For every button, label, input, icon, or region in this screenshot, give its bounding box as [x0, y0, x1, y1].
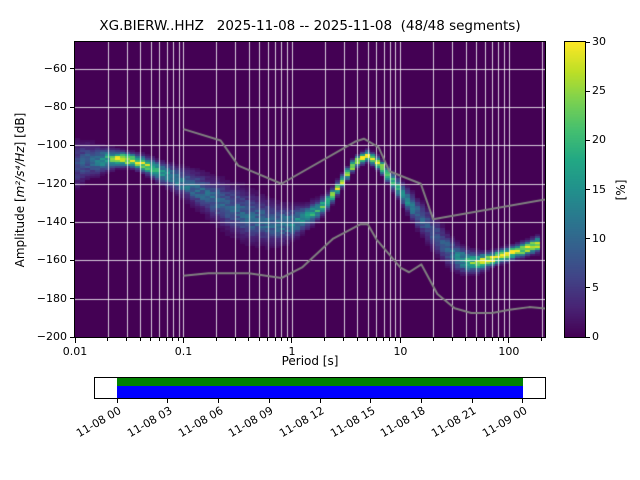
x-axis-label: Period [s]: [281, 354, 339, 368]
coverage-data-bar: [117, 386, 523, 398]
x-tick-label: 10: [393, 345, 408, 358]
colorbar-tick-mark: [586, 238, 590, 240]
x-tick-label: 100: [498, 345, 520, 358]
x-minor-tick-mark: [172, 338, 174, 341]
date-tick-mark: [522, 399, 524, 403]
x-minor-tick-mark: [394, 338, 396, 341]
x-tick-mark: [182, 338, 184, 343]
x-minor-tick-mark: [541, 338, 543, 341]
colorbar-tick-mark: [586, 336, 590, 338]
colorbar-tick-label: 15: [592, 182, 606, 196]
date-tick-mark: [420, 399, 422, 403]
x-minor-tick-mark: [484, 338, 486, 341]
y-tick-label: −100: [36, 138, 67, 152]
y-tick-mark: [70, 259, 74, 261]
colorbar: [564, 41, 586, 338]
x-minor-tick-mark: [150, 338, 152, 341]
y-tick-mark: [70, 68, 74, 70]
x-minor-tick-mark: [356, 338, 358, 341]
x-minor-tick-mark: [267, 338, 269, 341]
plot-title: XG.BIERW..HHZ 2025-11-08 -- 2025-11-08 (…: [99, 18, 521, 34]
x-minor-tick-mark: [475, 338, 477, 341]
x-tick-label: 1: [288, 345, 296, 358]
colorbar-tick-mark: [586, 189, 590, 190]
y-tick-mark: [70, 336, 74, 338]
x-minor-tick-mark: [389, 338, 391, 341]
coverage-timeline: [94, 377, 546, 399]
colorbar-tick-mark: [586, 41, 590, 43]
x-tick-mark: [291, 338, 293, 343]
y-tick-mark: [70, 221, 74, 223]
x-minor-tick-mark: [274, 338, 276, 341]
colorbar-tick-mark: [586, 287, 590, 289]
x-minor-tick-mark: [248, 338, 250, 341]
x-minor-tick-mark: [375, 338, 377, 341]
x-minor-tick-mark: [465, 338, 467, 341]
x-minor-tick-mark: [451, 338, 453, 341]
date-tick-mark: [218, 399, 220, 403]
y-tick-mark: [70, 183, 74, 185]
y-tick-mark: [70, 144, 74, 146]
colorbar-tick-label: 30: [592, 35, 606, 48]
x-tick-label: 0.01: [62, 345, 88, 358]
date-tick-label: 11-09 00: [480, 404, 530, 440]
x-minor-tick-mark: [497, 338, 499, 341]
x-minor-tick-mark: [139, 338, 141, 341]
x-tick-mark: [399, 338, 401, 343]
colorbar-tick-label: 0: [592, 330, 599, 343]
y-axis-label-units: m²/s⁴/Hz: [13, 146, 27, 198]
x-minor-tick-mark: [324, 338, 326, 341]
x-minor-tick-mark: [126, 338, 128, 341]
y-axis-label-prefix: Amplitude [: [13, 197, 27, 268]
x-tick-mark: [74, 338, 76, 343]
x-minor-tick-mark: [503, 338, 505, 341]
x-minor-tick-mark: [178, 338, 180, 341]
x-minor-tick-mark: [432, 338, 434, 341]
x-minor-tick-mark: [166, 338, 168, 341]
date-tick-mark: [167, 399, 169, 403]
x-minor-tick-mark: [215, 338, 217, 341]
x-tick-mark: [508, 338, 510, 343]
colorbar-tick-label: 10: [592, 231, 606, 245]
coverage-used-bar: [117, 378, 523, 386]
x-minor-tick-mark: [383, 338, 385, 341]
x-minor-tick-mark: [258, 338, 260, 341]
y-tick-label: −60: [43, 61, 67, 75]
x-minor-tick-mark: [343, 338, 345, 341]
y-tick-label: −120: [36, 176, 67, 190]
x-minor-tick-mark: [280, 338, 282, 341]
x-minor-tick-mark: [367, 338, 369, 341]
y-axis-label: Amplitude [m²/s⁴/Hz] [dB]: [13, 113, 27, 268]
date-tick-mark: [319, 399, 321, 403]
x-minor-tick-mark: [234, 338, 236, 341]
x-minor-tick-mark: [158, 338, 160, 341]
x-minor-tick-mark: [491, 338, 493, 341]
date-tick-mark: [471, 399, 473, 403]
y-tick-label: −140: [36, 215, 67, 229]
y-tick-label: −80: [43, 100, 67, 114]
ppsd-heatmap: [74, 41, 546, 338]
colorbar-tick-label: 5: [592, 280, 599, 294]
date-tick-mark: [116, 399, 118, 403]
x-minor-tick-mark: [107, 338, 109, 341]
y-tick-mark: [70, 106, 74, 108]
y-tick-label: −200: [36, 330, 67, 343]
colorbar-tick-mark: [586, 139, 590, 141]
y-tick-label: −180: [36, 291, 67, 305]
colorbar-tick-mark: [586, 90, 590, 92]
colorbar-tick-label: 25: [592, 84, 606, 98]
y-tick-label: −160: [36, 253, 67, 267]
y-axis-label-suffix: ] [dB]: [13, 112, 27, 147]
date-tick-mark: [370, 399, 372, 403]
x-tick-label: 0.1: [174, 345, 193, 358]
x-minor-tick-mark: [286, 338, 288, 341]
colorbar-tick-label: 20: [592, 133, 606, 147]
y-tick-mark: [70, 298, 74, 300]
date-tick-mark: [268, 399, 270, 403]
